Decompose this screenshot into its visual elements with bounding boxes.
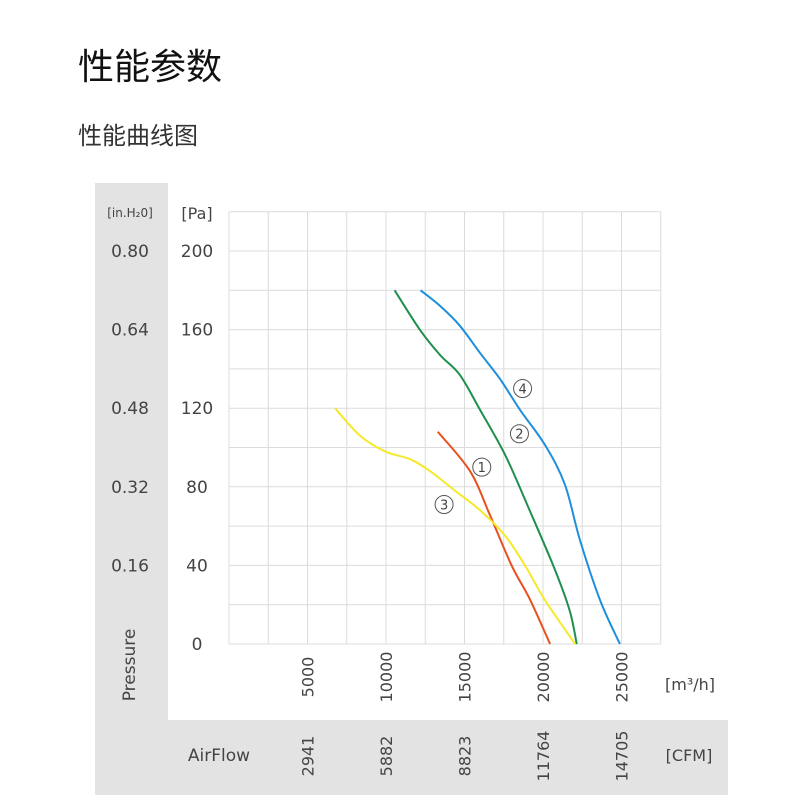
x-unit: [m³/h] bbox=[665, 675, 715, 694]
series-line-4 bbox=[419, 289, 621, 645]
series-label: 4 bbox=[518, 383, 526, 398]
series-label-circle bbox=[434, 494, 454, 514]
x-tick-label: 15000 bbox=[456, 652, 475, 703]
series-line-1 bbox=[437, 431, 551, 645]
y-tick-label: 120 bbox=[181, 399, 213, 419]
y-unit-secondary: [in.H₂0] bbox=[107, 206, 153, 220]
y-tick-label-secondary: 0.80 bbox=[111, 242, 149, 262]
x-tick-label-secondary: 11764 bbox=[534, 731, 553, 782]
grid bbox=[228, 211, 662, 645]
x-axis-label: AirFlow bbox=[188, 746, 250, 766]
y-tick-label: 160 bbox=[181, 321, 213, 341]
left-axis-panel bbox=[95, 183, 168, 795]
x-tick-label-secondary: 14705 bbox=[613, 731, 632, 782]
x-tick-label-secondary: 2941 bbox=[299, 736, 318, 777]
y-tick-label-secondary: 0.32 bbox=[111, 478, 149, 498]
y-tick-label-secondary: 0.48 bbox=[111, 399, 149, 419]
x-tick-label-secondary: 5882 bbox=[377, 736, 396, 777]
y-axis-label: Pressure bbox=[120, 629, 140, 702]
series-label-circle bbox=[513, 379, 533, 399]
y-tick-label-secondary: 0.64 bbox=[111, 321, 149, 341]
x-tick-label: 10000 bbox=[377, 652, 396, 703]
series-label: 3 bbox=[440, 498, 448, 513]
x-tick-label-secondary: 8823 bbox=[456, 736, 475, 777]
series-line-3 bbox=[334, 407, 577, 645]
series-label: 1 bbox=[478, 461, 486, 476]
y-tick-label: 200 bbox=[181, 242, 213, 262]
x-tick-label: 25000 bbox=[613, 652, 632, 703]
y-tick-label: 0 bbox=[192, 635, 203, 655]
chart-section-title: 性能曲线图 bbox=[78, 122, 198, 150]
x-tick-label: 20000 bbox=[534, 652, 553, 703]
y-tick-label: 40 bbox=[186, 556, 208, 576]
series-label-circle bbox=[509, 424, 529, 444]
y-tick-label-secondary: 0.16 bbox=[111, 556, 149, 576]
series-label: 2 bbox=[515, 428, 523, 443]
bottom-axis-panel bbox=[95, 720, 728, 795]
series-lines: 1 2 3 4 bbox=[334, 289, 621, 645]
series-label-circle bbox=[472, 457, 492, 477]
page-title: 性能参数 bbox=[78, 47, 223, 88]
x-unit-secondary: [CFM] bbox=[666, 746, 713, 765]
tick-labels: 0 40 0.16 80 0.32 120 0.48 160 0.64 200 0.80 5000 29… bbox=[111, 242, 631, 781]
y-unit: [Pa] bbox=[181, 204, 212, 223]
y-tick-label: 80 bbox=[186, 478, 208, 498]
x-tick-label: 5000 bbox=[299, 657, 318, 698]
series-line-2 bbox=[393, 289, 578, 645]
